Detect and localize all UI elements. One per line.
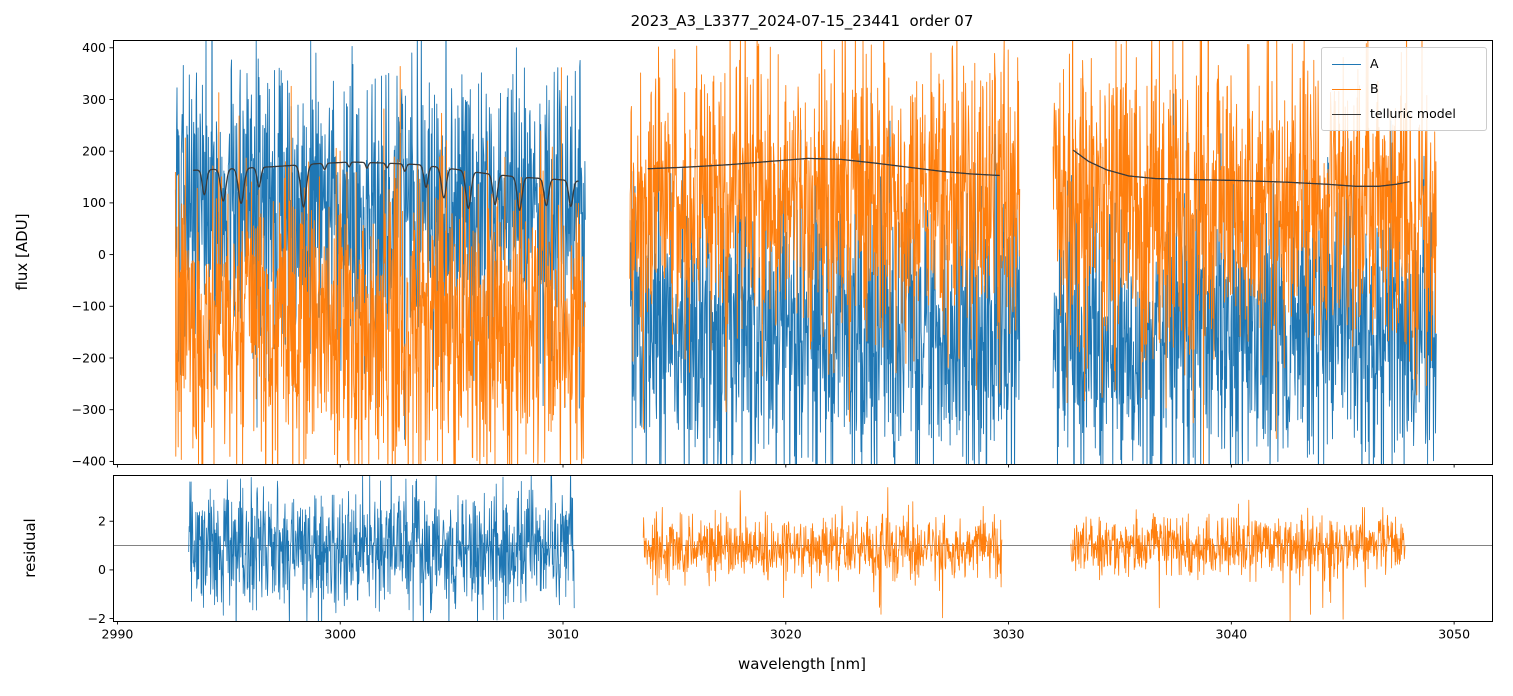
flux-y-tick-label: −200 [72, 350, 106, 365]
flux-data-layer [174, 40, 1437, 464]
residual-y-tick-label: 0 [98, 562, 106, 577]
legend-item-a: A [1332, 56, 1476, 72]
x-tick-label: 2990 [102, 627, 134, 642]
legend-item-telluric-model: telluric model [1332, 106, 1476, 122]
x-tick-label: 3020 [770, 627, 802, 642]
flux-y-tick-label: 300 [82, 92, 106, 107]
flux-series-B-segment-3 [1052, 40, 1437, 464]
flux-series-B-segment-2 [629, 40, 1021, 430]
flux-y-tick-label: 200 [82, 143, 106, 158]
residual-y-tick-label: 2 [98, 514, 106, 529]
x-tick-label: 3010 [547, 627, 579, 642]
residual-series-B-segment-3 [1070, 499, 1406, 621]
x-tick-label: 3000 [324, 627, 356, 642]
flux-y-tick-label: −400 [72, 454, 106, 469]
flux-series-B-segment-1 [174, 66, 586, 464]
legend-label-telluric: telluric model [1370, 106, 1456, 121]
x-tick-label: 3030 [993, 627, 1025, 642]
residual-series-B-segment-2 [642, 487, 1003, 619]
legend-line-sample-a [1332, 63, 1361, 65]
flux-axis-label: flux [ADU] [13, 213, 31, 291]
legend-line-sample-b [1332, 88, 1361, 90]
x-tick-label: 3040 [1215, 627, 1247, 642]
legend-label-a: A [1370, 56, 1379, 71]
legend-item-b: B [1332, 81, 1476, 97]
residual-series-A-segment-1 [188, 475, 575, 621]
residual-y-tick-label: −2 [88, 611, 106, 626]
chart-title: 2023_A3_L3377_2024-07-15_23441 order 07 [630, 12, 974, 30]
legend-line-sample-telluric [1332, 113, 1361, 115]
flux-y-tick-label: −300 [72, 402, 106, 417]
flux-series-A-segment-2 [629, 92, 1021, 464]
flux-axes-frame [113, 40, 1493, 465]
flux-y-tick-label: 100 [82, 195, 106, 210]
x-tick-label: 3050 [1438, 627, 1470, 642]
legend-label-b: B [1370, 81, 1379, 96]
flux-y-tick-label: 400 [82, 40, 106, 55]
residual-axes-frame [113, 475, 1493, 622]
flux-y-tick-label: 0 [98, 247, 106, 262]
flux-y-tick-label: −100 [72, 299, 106, 314]
telluric-model-segment-3 [1072, 149, 1410, 187]
telluric-model-segment-1 [193, 161, 579, 211]
flux-series-A-segment-3 [1052, 93, 1437, 464]
wavelength-axis-label: wavelength [nm] [738, 655, 866, 673]
legend: A B telluric model [1321, 47, 1487, 131]
residual-axis-label: residual [21, 518, 39, 578]
residual-data-layer [188, 475, 1406, 621]
telluric-model-segment-2 [647, 157, 1000, 177]
